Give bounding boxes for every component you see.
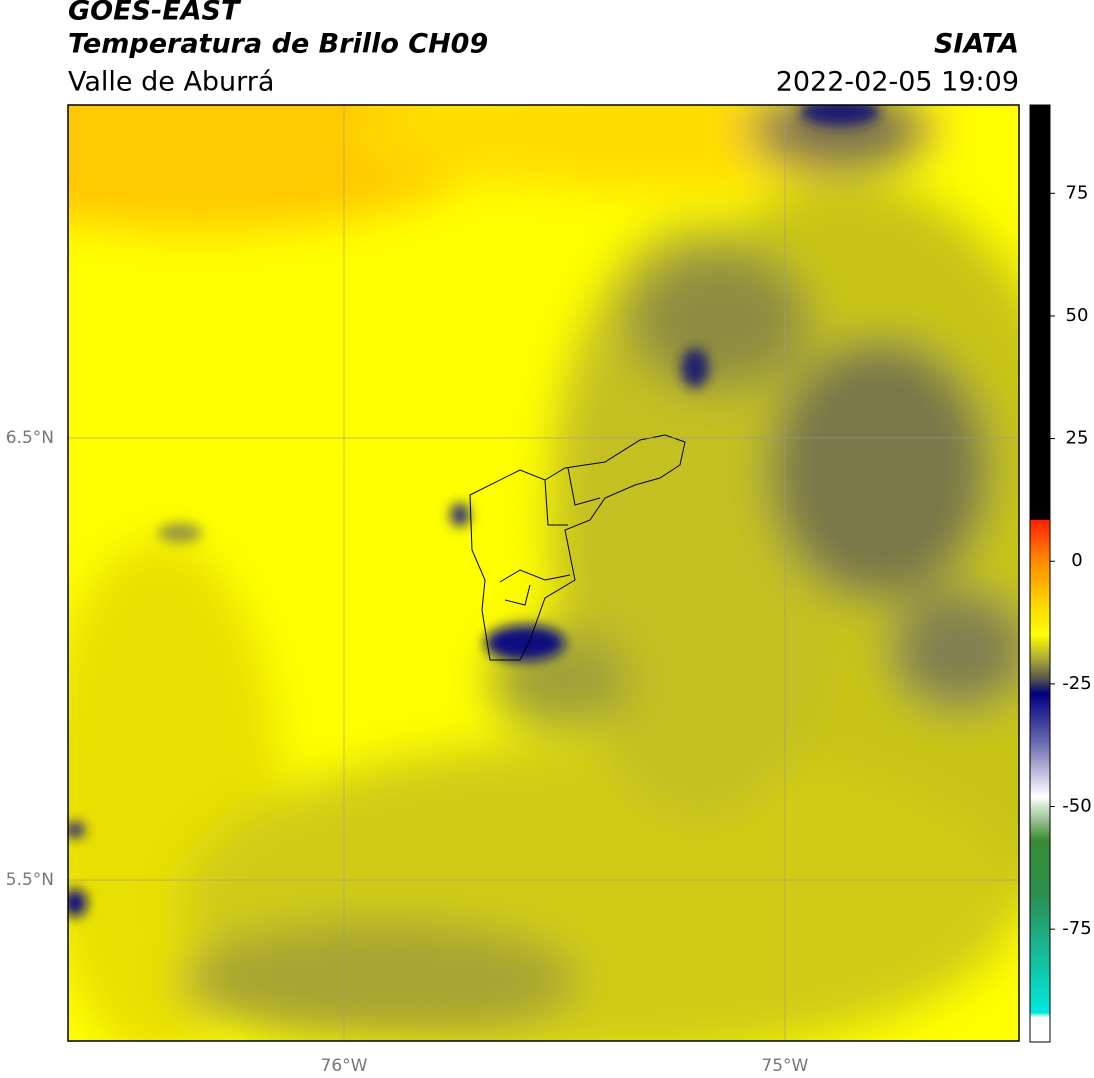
colorbar-tick-label: 50 [1066,305,1089,326]
colorbar-tick-label: 25 [1066,428,1089,449]
x-tick-label: 75°W [761,1056,808,1076]
region: Valle de Aburrá [68,67,274,98]
colorbar-tick-label: 75 [1066,182,1089,203]
map-grid [68,105,1019,1041]
y-tick-label: 5.5°N [6,870,54,890]
y-tick-label: 6.5°N [6,428,54,448]
colorbar-tick-label: 0 [1071,550,1082,571]
colorbar-tick-label: -75 [1062,918,1091,939]
map-frame [67,104,1020,1042]
datetime: 2022-02-05 19:09 [776,67,1019,98]
x-tick-label: 76°W [321,1056,368,1076]
municipality-outline [469,434,686,661]
subtitle: Temperatura de Brillo CH09 [68,29,488,60]
satellite-image [68,105,1019,1041]
colorbar-tick-label: -25 [1062,673,1091,694]
colorbar [1029,104,1051,1043]
source: SIATA [934,29,1019,60]
colorbar-tick-label: -50 [1062,796,1091,817]
title: GOES-EAST [68,0,242,27]
